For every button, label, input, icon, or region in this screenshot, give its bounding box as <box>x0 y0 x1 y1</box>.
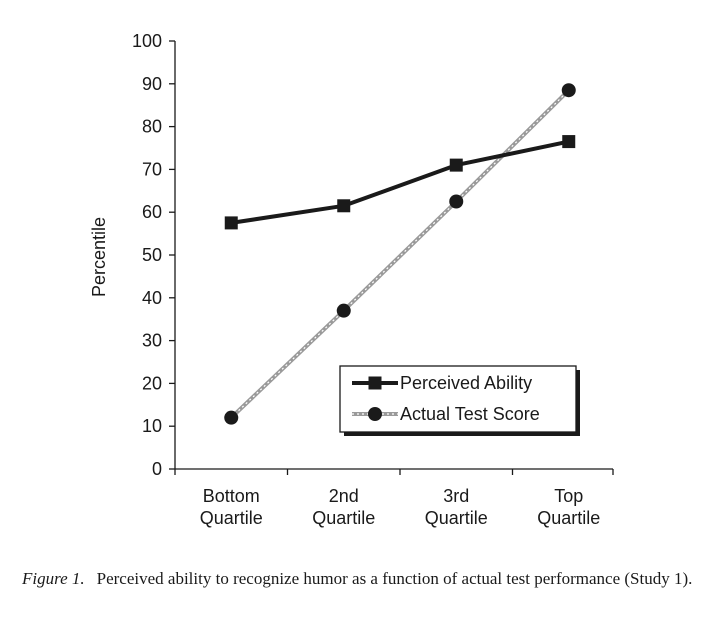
y-tick-label: 40 <box>142 288 162 308</box>
y-tick-label: 50 <box>142 245 162 265</box>
series-perceived-ability <box>224 135 576 230</box>
legend-marker <box>368 407 382 421</box>
series-actual-test-score <box>224 83 576 425</box>
x-tick-label: Bottom Quartile <box>200 486 263 528</box>
x-tick-label: 2nd Quartile <box>312 486 375 528</box>
y-tick-label: 10 <box>142 416 162 436</box>
y-tick-label: 60 <box>142 202 162 222</box>
data-point <box>562 135 576 149</box>
y-tick-label: 0 <box>152 459 162 479</box>
data-point <box>449 194 464 209</box>
legend-label: Perceived Ability <box>400 373 532 393</box>
series-line <box>230 139 570 225</box>
x-tick-label: Top Quartile <box>537 486 600 528</box>
x-tick-label-line: Quartile <box>312 508 375 528</box>
data-point <box>224 410 239 425</box>
data-point <box>337 199 351 213</box>
legend: Perceived Ability Actual Test Score <box>339 365 580 436</box>
caption-text: Perceived ability to recognize humor as … <box>96 569 693 588</box>
y-tick-label: 90 <box>142 74 162 94</box>
x-tick-label-line: Quartile <box>537 508 600 528</box>
data-point <box>224 216 238 230</box>
x-tick-label-line: 2nd <box>329 486 359 506</box>
legend-label: Actual Test Score <box>400 404 540 424</box>
y-tick-label: 70 <box>142 159 162 179</box>
x-tick-label-line: Quartile <box>425 508 488 528</box>
legend-entry: Perceived Ability <box>352 373 532 393</box>
x-tick-label-line: Quartile <box>200 508 263 528</box>
data-point <box>449 158 463 172</box>
x-tick-label-line: Top <box>554 486 583 506</box>
y-axis: 0 10 20 30 40 50 60 70 80 90 100 Percentile <box>89 31 176 479</box>
figure-caption: Figure 1. Perceived ability to recognize … <box>22 566 702 591</box>
x-tick-label: 3rd Quartile <box>425 486 488 528</box>
x-tick-label-line: 3rd <box>443 486 469 506</box>
y-tick-label: 100 <box>132 31 162 51</box>
data-point <box>336 303 351 318</box>
legend-marker <box>368 376 382 390</box>
data-point <box>561 83 576 98</box>
y-axis-label: Percentile <box>89 217 109 297</box>
caption-label: Figure 1. <box>22 569 85 588</box>
y-tick-label: 30 <box>142 331 162 351</box>
y-tick-label: 80 <box>142 117 162 137</box>
legend-entry: Actual Test Score <box>352 404 540 424</box>
x-tick-label-line: Bottom <box>203 486 260 506</box>
series <box>224 83 576 425</box>
y-tick-label: 20 <box>142 373 162 393</box>
series-line-dots <box>230 89 570 419</box>
